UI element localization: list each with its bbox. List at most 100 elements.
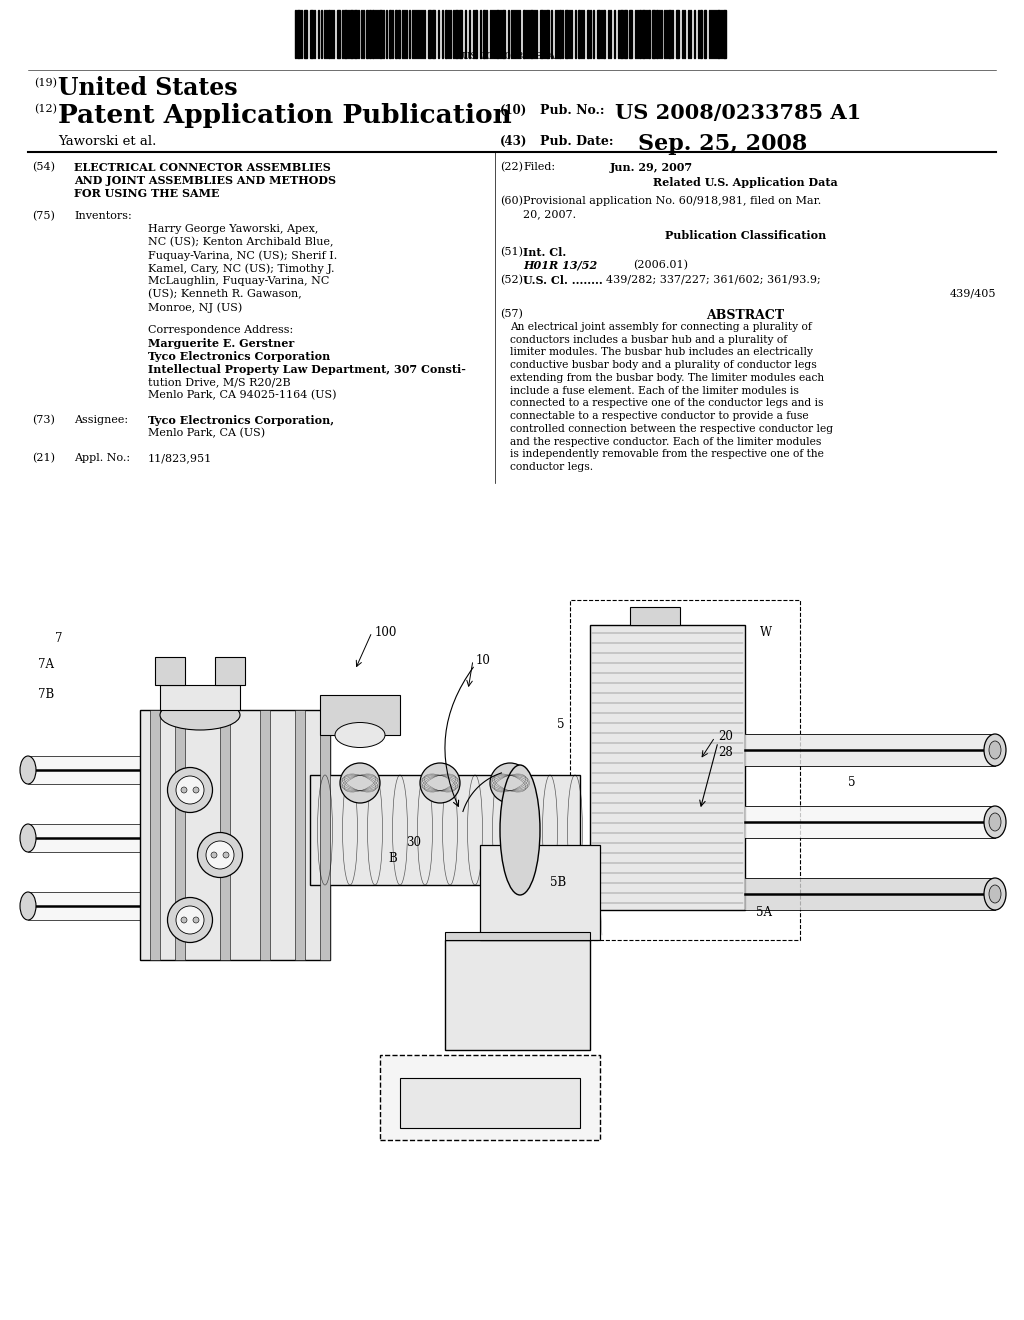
Ellipse shape	[335, 722, 385, 747]
Bar	[621, 11, 624, 58]
Text: tution Drive, M/S R20/2B: tution Drive, M/S R20/2B	[148, 378, 291, 387]
Text: 28: 28	[718, 746, 733, 759]
Bar	[220, 710, 230, 960]
Bar	[700, 11, 702, 58]
Bar	[656, 11, 658, 58]
Bar	[389, 11, 391, 58]
Bar	[455, 11, 458, 58]
Text: 439/405: 439/405	[949, 288, 996, 298]
Bar	[310, 11, 313, 58]
Bar	[160, 685, 240, 710]
Ellipse shape	[989, 813, 1001, 832]
Ellipse shape	[984, 807, 1006, 838]
Text: Menlo Park, CA (US): Menlo Park, CA (US)	[148, 428, 265, 438]
Bar	[428, 11, 431, 58]
Bar	[344, 11, 347, 58]
Ellipse shape	[989, 741, 1001, 759]
Ellipse shape	[223, 851, 229, 858]
Bar	[310, 775, 580, 884]
Text: connected to a respective one of the conductor legs and is: connected to a respective one of the con…	[510, 399, 823, 408]
Text: 5A: 5A	[756, 906, 772, 919]
Text: (US); Kenneth R. Gawason,: (US); Kenneth R. Gawason,	[148, 289, 302, 300]
Text: conductive busbar body and a plurality of conductor legs: conductive busbar body and a plurality o…	[510, 360, 817, 370]
Text: Sep. 25, 2008: Sep. 25, 2008	[638, 133, 807, 154]
Bar	[366, 11, 368, 58]
Text: 7B: 7B	[38, 689, 54, 701]
Bar	[379, 11, 382, 58]
Text: Marguerite E. Gerstner: Marguerite E. Gerstner	[148, 338, 294, 348]
Text: 439/282; 337/227; 361/602; 361/93.9;: 439/282; 337/227; 361/602; 361/93.9;	[606, 275, 821, 285]
Text: Appl. No.:: Appl. No.:	[74, 453, 130, 463]
Ellipse shape	[989, 884, 1001, 903]
Text: (43): (43)	[500, 135, 527, 148]
Bar	[541, 11, 544, 58]
Bar	[565, 11, 568, 58]
Text: U.S. Cl. ........: U.S. Cl. ........	[523, 275, 603, 286]
Bar	[652, 11, 655, 58]
Ellipse shape	[20, 824, 36, 851]
Bar	[502, 11, 505, 58]
Text: (12): (12)	[34, 104, 57, 115]
Bar	[579, 11, 581, 58]
Bar	[668, 11, 671, 58]
Text: Patent Application Publication: Patent Application Publication	[58, 103, 512, 128]
Text: FOR USING THE SAME: FOR USING THE SAME	[74, 187, 219, 199]
Text: Monroe, NJ (US): Monroe, NJ (US)	[148, 302, 243, 313]
Text: Pub. No.:: Pub. No.:	[540, 104, 604, 117]
Text: US 2008/0233785 A1: US 2008/0233785 A1	[615, 103, 861, 123]
Ellipse shape	[181, 917, 187, 923]
Bar	[496, 11, 499, 58]
Text: H01R 13/52: H01R 13/52	[523, 260, 597, 271]
Text: B: B	[388, 851, 396, 865]
Bar	[295, 710, 305, 960]
Bar	[745, 878, 995, 909]
Text: (60): (60)	[500, 195, 523, 206]
Bar	[745, 734, 995, 766]
Bar	[625, 11, 628, 58]
Text: Fuquay-Varina, NC (US); Sherif I.: Fuquay-Varina, NC (US); Sherif I.	[148, 249, 337, 260]
Bar	[28, 756, 158, 784]
Bar	[150, 710, 160, 960]
Bar	[215, 657, 245, 685]
Bar	[400, 1078, 580, 1129]
Bar	[639, 11, 641, 58]
Text: (22): (22)	[500, 162, 523, 173]
Bar	[155, 657, 185, 685]
Ellipse shape	[490, 763, 530, 803]
Text: (75): (75)	[32, 211, 55, 222]
Text: Yaworski et al.: Yaworski et al.	[58, 135, 157, 148]
Ellipse shape	[984, 878, 1006, 909]
Text: (10): (10)	[500, 104, 527, 117]
Bar	[745, 807, 995, 838]
Text: Provisional application No. 60/918,981, filed on Mar.: Provisional application No. 60/918,981, …	[523, 195, 821, 206]
Text: Inventors:: Inventors:	[74, 211, 132, 220]
Bar	[648, 11, 650, 58]
Ellipse shape	[500, 766, 540, 895]
Text: Harry George Yaworski, Apex,: Harry George Yaworski, Apex,	[148, 224, 318, 234]
Ellipse shape	[211, 851, 217, 858]
Bar	[547, 11, 550, 58]
Text: (57): (57)	[500, 309, 523, 319]
Text: ABSTRACT: ABSTRACT	[707, 309, 784, 322]
Ellipse shape	[198, 833, 243, 878]
Bar	[511, 11, 512, 58]
Text: Pub. Date:: Pub. Date:	[540, 135, 613, 148]
Text: Tyco Electronics Corporation,: Tyco Electronics Corporation,	[148, 414, 334, 426]
Text: connectable to a respective conductor to provide a fuse: connectable to a respective conductor to…	[510, 412, 809, 421]
Text: 11/823,951: 11/823,951	[148, 453, 212, 463]
Bar	[260, 710, 270, 960]
Text: ELECTRICAL CONNECTOR ASSEMBLIES: ELECTRICAL CONNECTOR ASSEMBLIES	[74, 162, 331, 173]
Ellipse shape	[168, 767, 213, 813]
Bar	[717, 11, 720, 58]
Bar	[530, 11, 534, 58]
Text: 7A: 7A	[38, 659, 54, 672]
Text: Jun. 29, 2007: Jun. 29, 2007	[610, 162, 693, 173]
Bar	[629, 11, 632, 58]
Bar	[444, 11, 446, 58]
Text: McLaughlin, Fuquay-Varina, NC: McLaughlin, Fuquay-Varina, NC	[148, 276, 330, 286]
Bar	[597, 11, 600, 58]
Bar	[603, 11, 605, 58]
Bar	[590, 624, 745, 909]
Text: include a fuse element. Each of the limiter modules is: include a fuse element. Each of the limi…	[510, 385, 799, 396]
Bar	[705, 11, 707, 58]
